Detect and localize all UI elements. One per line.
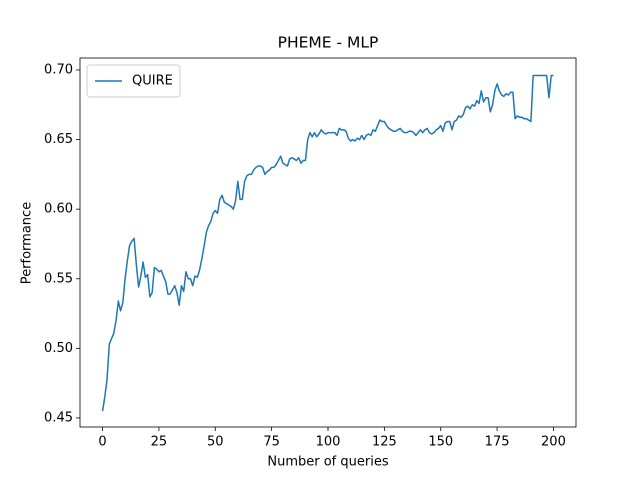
y-tick-label: 0.60: [44, 202, 73, 217]
x-axis-label: Number of queries: [267, 455, 388, 470]
y-axis-label: Performance: [20, 202, 35, 284]
axes-frame: [79, 57, 577, 428]
x-tick-label: 0: [98, 435, 106, 450]
x-tick-label: 150: [428, 435, 453, 450]
chart-title: PHEME - MLP: [278, 34, 379, 52]
y-tick-label: 0.65: [44, 132, 73, 147]
y-tick-label: 0.70: [44, 62, 73, 77]
y-tick-label: 0.55: [44, 271, 73, 286]
line: [101, 74, 554, 412]
x-tick-label: 100: [316, 435, 341, 450]
legend-box: [86, 64, 181, 98]
y-tick-label: 0.50: [44, 341, 73, 356]
x-tick-label: 25: [151, 435, 168, 450]
x-tick-label: 200: [541, 435, 566, 450]
y-tick-label: 0.45: [44, 410, 73, 425]
legend-label: QUIRE: [132, 74, 173, 89]
x-tick-label: 50: [207, 435, 224, 450]
x-tick-label: 125: [372, 435, 397, 450]
x-tick-label: 75: [263, 435, 280, 450]
x-tick-label: 175: [485, 435, 510, 450]
